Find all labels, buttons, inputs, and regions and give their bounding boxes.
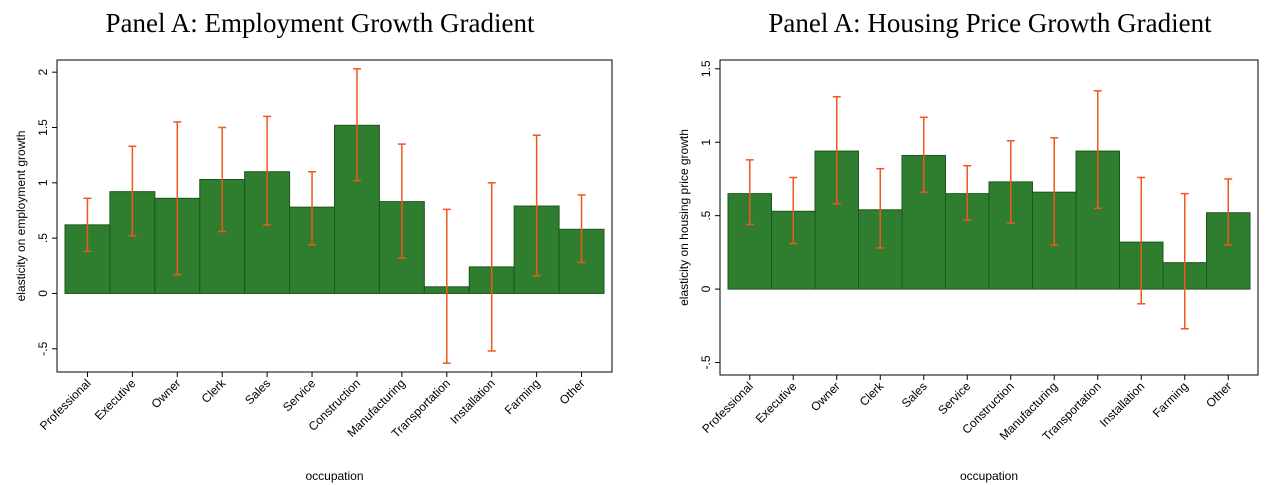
- x-tick-label: Clerk: [199, 376, 229, 406]
- error-bar: [263, 115, 272, 226]
- y-tick-label: 1.5: [699, 60, 713, 77]
- y-tick-label: 1: [36, 179, 50, 186]
- x-tick-label: Owner: [149, 376, 184, 411]
- x-tick-label: Other: [1203, 379, 1234, 410]
- error-bar: [745, 159, 754, 226]
- x-tick-label: Farming: [502, 376, 543, 417]
- y-tick-label: .5: [699, 210, 713, 220]
- error-bar: [173, 121, 182, 276]
- y-tick-label: -.5: [36, 341, 50, 355]
- x-tick-label: Professional: [699, 379, 756, 436]
- error-bar: [352, 68, 361, 182]
- x-tick-label: Farming: [1150, 379, 1191, 420]
- error-bar: [789, 176, 798, 245]
- error-bar: [963, 164, 972, 221]
- x-tick-label: Installation: [1097, 379, 1147, 429]
- x-tick-label: Sales: [242, 376, 273, 407]
- x-tick-label: Service: [935, 379, 973, 417]
- x-tick-label: Service: [280, 376, 318, 414]
- y-tick-label: 1.5: [36, 119, 50, 136]
- error-bar: [308, 170, 317, 246]
- x-tick-label: Other: [557, 376, 588, 407]
- x-tick-label: Installation: [447, 376, 497, 426]
- x-tick-label: Executive: [92, 376, 139, 423]
- x-tick-label: Sales: [899, 379, 930, 410]
- error-bar: [1093, 90, 1102, 210]
- error-bar: [83, 197, 92, 253]
- error-bar: [487, 182, 496, 352]
- error-bar: [1180, 192, 1189, 330]
- y-tick-label: 0: [699, 285, 713, 292]
- y-tick-label: .5: [36, 233, 50, 243]
- error-bar: [1224, 178, 1233, 246]
- error-bar: [919, 116, 928, 193]
- plot-frame: [719, 59, 1259, 376]
- x-axis-label: occupation: [960, 469, 1018, 483]
- error-bar: [577, 194, 586, 264]
- y-axis-label: elasticity on housing price growth: [677, 129, 691, 306]
- y-tick-label: 2: [36, 69, 50, 76]
- x-axis-label: occupation: [305, 469, 363, 483]
- error-bar: [1050, 137, 1059, 246]
- error-bar: [1006, 140, 1015, 224]
- error-bar: [442, 208, 451, 364]
- error-bar: [832, 95, 841, 205]
- x-tick-label: Clerk: [857, 379, 887, 409]
- x-tick-label: Professional: [37, 376, 94, 433]
- error-bar: [532, 134, 541, 277]
- y-tick-label: 1: [699, 139, 713, 146]
- y-tick-label: 0: [36, 290, 50, 297]
- x-tick-label: Owner: [808, 379, 843, 414]
- chart-title: Panel A: Housing Price Growth Gradient: [768, 8, 1212, 38]
- plot-frame: [56, 59, 613, 373]
- y-tick-label: -.5: [699, 355, 713, 369]
- error-bar: [1137, 176, 1146, 305]
- error-bar: [397, 143, 406, 259]
- error-bar: [876, 167, 885, 249]
- chart-title: Panel A: Employment Growth Gradient: [106, 8, 535, 38]
- error-bar: [218, 126, 227, 233]
- y-axis-label: elasticity on employment growth: [14, 131, 28, 302]
- error-bar: [128, 145, 137, 237]
- x-tick-label: Executive: [753, 379, 800, 426]
